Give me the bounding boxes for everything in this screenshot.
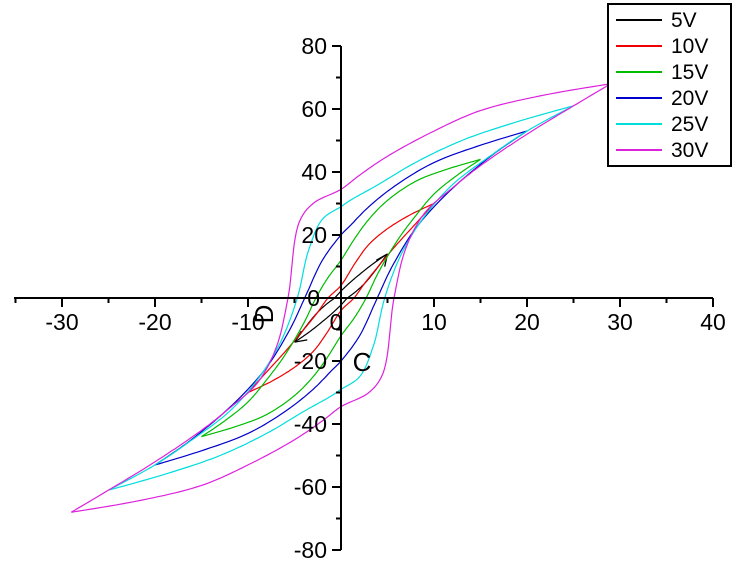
legend-line-sample <box>616 123 662 125</box>
legend-label: 10V <box>671 34 709 58</box>
legend-line-sample <box>616 19 662 21</box>
y-axis-title: D <box>249 305 279 324</box>
y-tick-label: 0 <box>307 285 320 311</box>
y-tick-label: -60 <box>294 474 327 500</box>
legend-label: 25V <box>671 112 709 136</box>
x-tick-label: 0 <box>330 309 343 335</box>
x-tick-label: 10 <box>421 309 447 335</box>
legend-label: 15V <box>671 60 709 84</box>
curve-25v-descending <box>108 105 574 491</box>
y-tick-label: -20 <box>294 348 327 374</box>
curve-10v-ascending <box>247 203 435 394</box>
legend-row-15v: 15V <box>609 60 730 85</box>
legend-row-10v: 10V <box>609 34 730 59</box>
x-tick-label: 20 <box>514 309 540 335</box>
curve-30v-ascending <box>71 83 612 513</box>
arrow-head <box>294 339 308 343</box>
legend-line-sample <box>616 149 662 151</box>
legend-row-20v: 20V <box>609 86 730 111</box>
y-tick-label: -40 <box>294 411 327 437</box>
legend-row-5v: 5V <box>609 8 730 33</box>
legend: 5V 10V 15V 20V 25V 30V <box>607 3 732 167</box>
legend-line-sample <box>616 97 662 99</box>
legend-label: 20V <box>671 86 709 110</box>
x-tick-label: -30 <box>45 309 78 335</box>
curve-15v-descending <box>201 158 481 438</box>
curve-30v-descending <box>70 83 611 513</box>
y-tick-label: 40 <box>301 159 327 185</box>
curve-15v-ascending <box>201 158 481 438</box>
legend-row-25v: 25V <box>609 112 730 137</box>
y-tick-label: 60 <box>301 96 327 122</box>
y-tick-label: -80 <box>294 537 327 563</box>
legend-label: 5V <box>671 8 697 32</box>
x-tick-label: 40 <box>700 309 726 335</box>
legend-line-sample <box>616 71 662 73</box>
y-tick-label: 80 <box>301 33 327 59</box>
x-tick-label: 30 <box>607 309 633 335</box>
legend-row-30v: 30V <box>609 138 730 163</box>
curve-25v-ascending <box>108 105 574 491</box>
x-axis-title: C <box>353 347 372 377</box>
arrow-head <box>375 253 388 261</box>
y-tick-label: 20 <box>301 222 327 248</box>
legend-line-sample <box>616 45 662 47</box>
legend-label: 30V <box>671 138 709 162</box>
x-tick-label: -20 <box>138 309 171 335</box>
x-tick-label: -10 <box>231 309 264 335</box>
curve-10v-descending <box>247 202 435 393</box>
